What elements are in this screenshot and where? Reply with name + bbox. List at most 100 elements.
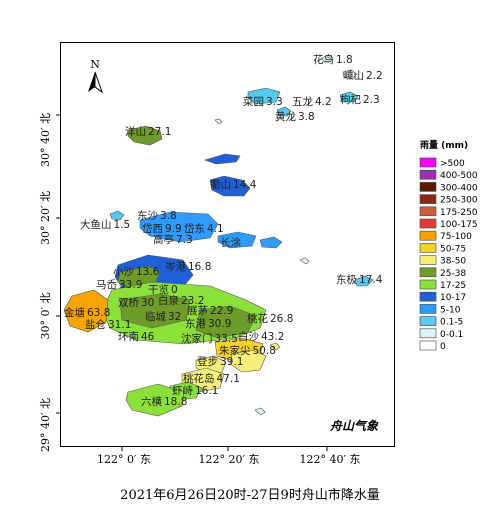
station-label: 东极 17.4 bbox=[336, 273, 383, 286]
island-daishan bbox=[139, 211, 219, 243]
station-label: 六横 18.8 bbox=[141, 395, 187, 408]
island-yangshan bbox=[127, 125, 163, 146]
station-label: 高亭 7.3 bbox=[153, 233, 193, 246]
station-label: 衢山 14.4 bbox=[210, 179, 257, 191]
station-label: 白沙 43.2 bbox=[238, 330, 284, 343]
legend-swatch bbox=[419, 243, 437, 253]
legend-swatch bbox=[419, 304, 437, 314]
station-labels: 花鸟 1.8 嵊山 2.2 菜园 3.3 五龙 4.2 枸杞 2.3 黄龙 3.8 洋山 27… bbox=[64, 53, 383, 408]
lat-tick-label: 30° 40′ 北 bbox=[39, 113, 52, 167]
island-changtu bbox=[217, 231, 257, 249]
island-dayushan bbox=[109, 210, 125, 221]
station-label: 岱西 9.9 bbox=[142, 222, 182, 235]
legend-swatch bbox=[419, 340, 437, 351]
lon-tick-label: 122° 20′ 东 bbox=[199, 453, 260, 466]
legend-swatch bbox=[419, 218, 437, 229]
station-label: 大鱼山 1.5 bbox=[80, 218, 130, 231]
station-label: 朱家尖 50.8 bbox=[219, 344, 276, 357]
brand-label: 舟山气象 bbox=[329, 419, 379, 433]
station-label: 临城 32 bbox=[145, 310, 181, 323]
station-label: 小沙 13.6 bbox=[113, 266, 160, 278]
legend-label: 0-0.1 bbox=[440, 330, 463, 340]
legend-label: 5-10 bbox=[440, 305, 461, 315]
station-label: 沈家门 33.5 bbox=[181, 332, 238, 345]
islands-layer bbox=[63, 54, 374, 417]
north-label: N bbox=[90, 58, 100, 71]
island-jintang bbox=[63, 289, 109, 333]
station-label: 双桥 30 bbox=[118, 297, 154, 309]
station-label: 黄龙 3.8 bbox=[275, 110, 315, 123]
island-shengshan bbox=[342, 69, 358, 80]
station-label: 东港 30.9 bbox=[185, 317, 231, 330]
island-huaniao bbox=[321, 54, 334, 63]
legend-label: >500 bbox=[440, 159, 465, 169]
legend-label: 300-400 bbox=[440, 183, 478, 193]
station-label: 盐仓 31.1 bbox=[85, 318, 131, 331]
island-gouqi bbox=[339, 91, 359, 103]
station-label: 花鸟 1.8 bbox=[313, 53, 353, 66]
legend-label: 100-175 bbox=[440, 220, 478, 230]
station-label: 嵊山 2.2 bbox=[343, 69, 383, 82]
station-label: 金塘 63.8 bbox=[64, 306, 110, 319]
frame-ticks bbox=[56, 114, 328, 451]
legend-swatch bbox=[419, 316, 437, 326]
island-qushan bbox=[209, 175, 251, 197]
station-label: 展茅 22.9 bbox=[187, 305, 233, 317]
map-caption: 2021年6月26日20时-27日9时舟山市降水量 bbox=[120, 488, 380, 503]
legend-label: 0 bbox=[440, 342, 446, 352]
legend-label: 10-17 bbox=[440, 293, 466, 303]
lat-tick-label: 30° 0′ 北 bbox=[39, 293, 52, 340]
legend-label: 25-38 bbox=[440, 269, 466, 279]
legend-label: 250-300 bbox=[440, 196, 478, 206]
legend-label: 400-500 bbox=[440, 171, 478, 181]
legend-label: 75-100 bbox=[440, 232, 472, 242]
legend-swatch bbox=[419, 194, 437, 204]
lon-tick-labels: 122° 0′ 东 122° 20′ 东 122° 40′ 东 bbox=[97, 453, 360, 466]
legend-swatch bbox=[419, 206, 437, 217]
legend-label: 0.1-5 bbox=[440, 318, 463, 328]
legend-label: 175-250 bbox=[440, 208, 478, 218]
legend: 雨量 (mm) >500 400-500 300-400 250-300 175-250… bbox=[419, 139, 478, 352]
station-label: 登步 39.1 bbox=[197, 355, 243, 368]
legend-swatch bbox=[419, 157, 437, 168]
station-label: 白泉 23.2 bbox=[158, 294, 204, 307]
island-zhujiajian bbox=[229, 349, 267, 373]
station-label: 虾峙 16.1 bbox=[172, 384, 218, 397]
legend-swatch bbox=[419, 169, 437, 180]
station-label: 马岙 33.9 bbox=[96, 279, 142, 291]
station-label: 菜园 3.3 bbox=[243, 96, 283, 108]
station-label: 岑港 16.8 bbox=[165, 261, 211, 273]
island-liuheng bbox=[125, 383, 185, 417]
station-label: 桃花 26.8 bbox=[247, 312, 293, 325]
station-label: 枸杞 2.3 bbox=[340, 93, 380, 106]
legend-swatch bbox=[419, 328, 437, 339]
island-caiyuan bbox=[247, 87, 281, 105]
lat-tick-label: 29° 40′ 北 bbox=[39, 398, 52, 452]
station-label: 岱东 4.1 bbox=[184, 222, 224, 235]
legend-swatch bbox=[419, 267, 437, 278]
island-huanglong bbox=[276, 106, 292, 117]
station-label: 桃花岛 47.1 bbox=[183, 372, 240, 385]
legend-label: 50-75 bbox=[440, 244, 466, 254]
island-dongji bbox=[354, 275, 374, 287]
station-label: 环南 46 bbox=[118, 330, 155, 343]
legend-title: 雨量 (mm) bbox=[420, 139, 468, 151]
legend-swatch bbox=[419, 230, 437, 241]
station-label: 五龙 4.2 bbox=[292, 95, 332, 108]
legend-swatch bbox=[419, 291, 437, 302]
legend-label: 17-25 bbox=[440, 281, 466, 291]
station-label: 长涂 bbox=[220, 236, 241, 249]
legend-swatch bbox=[419, 182, 437, 192]
lon-tick-label: 122° 0′ 东 bbox=[97, 453, 151, 466]
legend-swatch bbox=[419, 279, 437, 290]
north-arrow-icon: N bbox=[88, 58, 103, 94]
lat-tick-label: 30° 20′ 北 bbox=[39, 191, 52, 245]
lon-tick-label: 122° 40′ 东 bbox=[300, 453, 361, 466]
station-label: 干览 0 bbox=[148, 283, 178, 296]
station-label: 东沙 3.8 bbox=[137, 209, 177, 222]
station-label: 洋山 27.1 bbox=[125, 125, 171, 138]
legend-swatch bbox=[419, 255, 437, 265]
legend-label: 38-50 bbox=[440, 257, 466, 267]
lat-tick-labels: 30° 40′ 北 30° 20′ 北 30° 0′ 北 29° 40′ 北 bbox=[39, 113, 52, 452]
